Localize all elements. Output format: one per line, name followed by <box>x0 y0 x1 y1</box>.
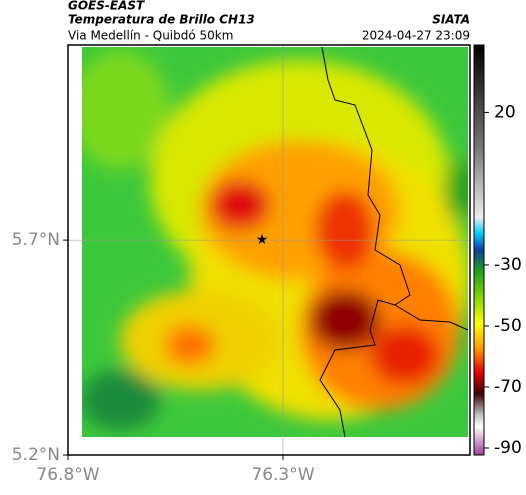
border-line <box>394 304 469 331</box>
x-tick-label: 76.3°W <box>251 465 314 485</box>
colorbar-tick-label: -70 <box>494 377 522 397</box>
x-tick-label: 76.8°W <box>36 465 99 485</box>
map-frame <box>67 44 471 456</box>
y-tick-label: 5.2°N <box>12 445 60 465</box>
border-line <box>319 46 411 438</box>
timestamp: 2024-04-27 23:09 <box>362 29 470 43</box>
colorbar-tick-label: 20 <box>494 102 516 122</box>
title: GOES-EAST <box>68 0 145 13</box>
y-tick-label: 5.7°N <box>12 230 60 250</box>
colorbar-tick-label: -90 <box>494 438 522 458</box>
satellite-image <box>82 47 468 437</box>
region: Via Medellín - Quibdó 50km <box>68 29 233 43</box>
colorbar-tick-label: -50 <box>494 316 522 336</box>
location-star: ★ <box>256 232 269 248</box>
subtitle: Temperatura de Brillo CH13 <box>68 13 255 27</box>
source: SIATA <box>432 13 470 27</box>
colorbar-tick-label: -30 <box>494 255 522 275</box>
colorbar <box>473 44 485 456</box>
